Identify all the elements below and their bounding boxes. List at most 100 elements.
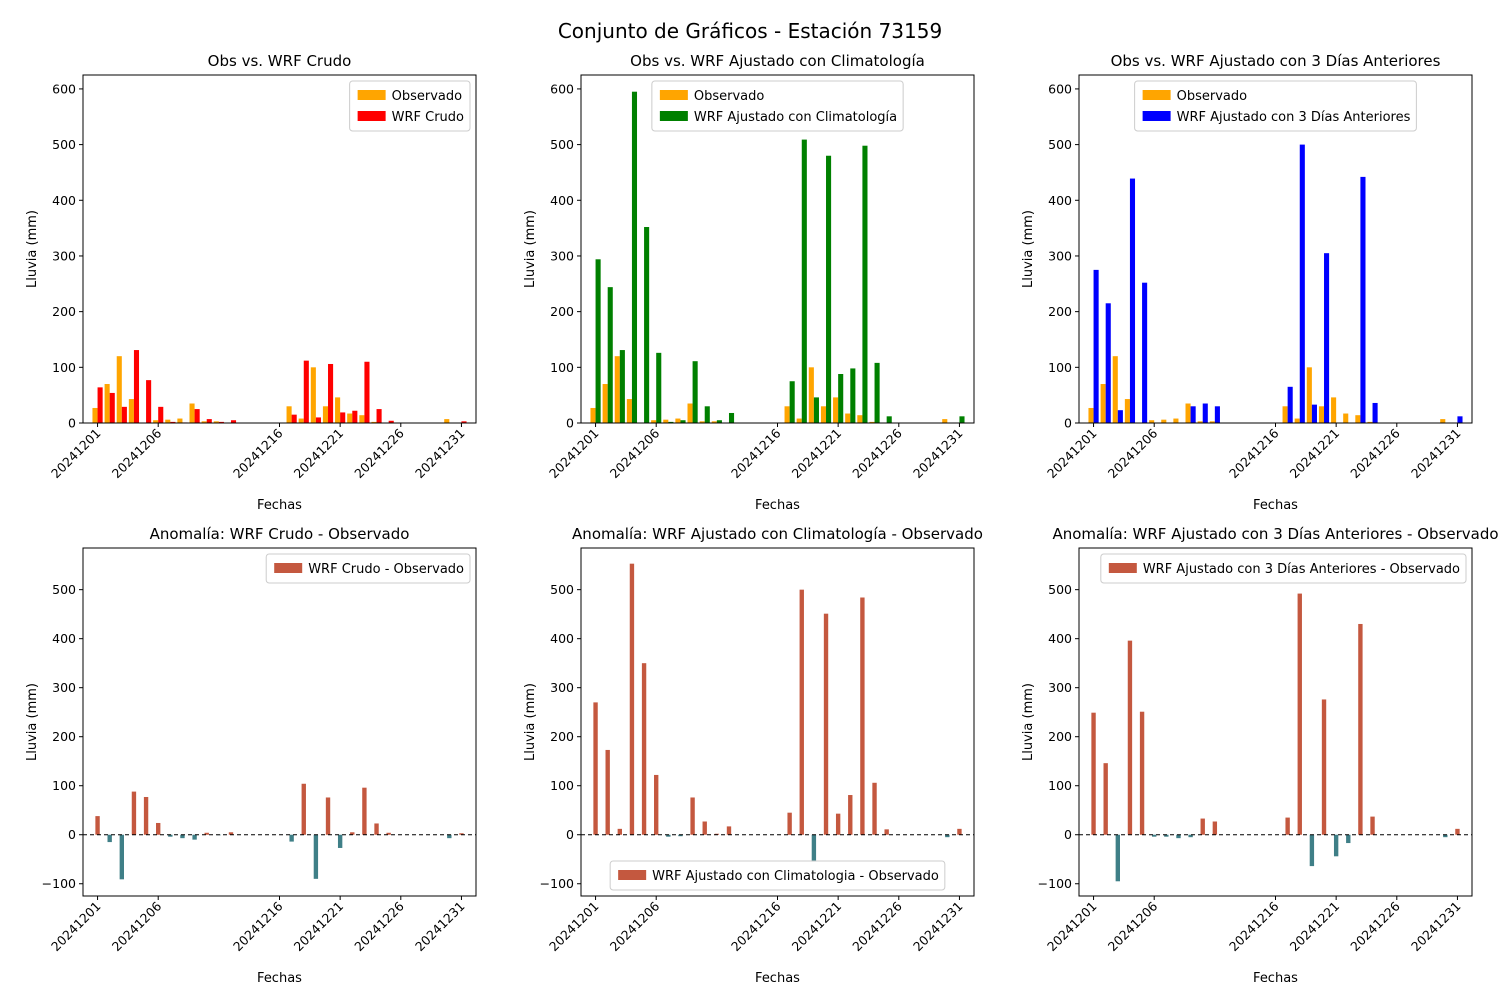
bar-observado-11 [1209, 421, 1215, 423]
bar-anom_pos-30 [1443, 834, 1448, 838]
bar-observado-6 [1149, 420, 1155, 423]
legend-label: WRF Ajustado con Climatologia - Observad… [652, 869, 939, 884]
x-tick-label: 20241231 [910, 899, 966, 955]
bar-anom_pos-4 [629, 563, 635, 835]
bar-crudo-25 [388, 420, 394, 423]
x-tick-label: 20241206 [109, 898, 165, 954]
y-tick-label: 100 [52, 360, 76, 375]
bar-crudo-1 [97, 387, 103, 423]
bar-clim-10 [704, 406, 710, 423]
x-tick-label: 20241206 [607, 425, 663, 481]
bar-tres-18 [1299, 144, 1305, 423]
legend: WRF Ajustado con Climatologia - Observad… [609, 860, 946, 891]
bar-observado-19 [808, 367, 814, 423]
bar-clim-23 [862, 145, 868, 423]
y-tick-label: 300 [52, 248, 76, 263]
x-tick-label: 20241221 [1287, 426, 1343, 482]
y-tick-label: −100 [1038, 876, 1072, 891]
x-tick-label: 20241201 [1044, 899, 1100, 955]
bar-tres-17 [1287, 386, 1293, 423]
bar-observado-24 [1367, 421, 1373, 423]
bar-anom_pos-4 [131, 791, 137, 835]
bar-anom_pos-12 [228, 832, 234, 835]
x-tick-label: 20241231 [412, 899, 468, 955]
bar-crudo-5 [146, 380, 152, 423]
chart-panel-2: Obs vs. WRF Ajustado con Climatología 0 10… [523, 52, 975, 513]
bar-anom_pos-9 [1188, 834, 1193, 838]
bar-observado-7 [1161, 419, 1167, 423]
bar-observado-19 [1306, 367, 1312, 423]
x-tick-label: 20241221 [291, 899, 347, 955]
bar-observado-8 [177, 418, 183, 423]
y-tick-label: 100 [550, 778, 574, 793]
x-tick-label: 20241226 [1347, 898, 1403, 954]
chart-panel-1: Obs vs. WRF Crudo 0 100 200 300 400 500 600 2024… [25, 52, 477, 513]
legend: Observado WRF Ajustado con Climatología [651, 80, 904, 132]
chart-title: Anomalía: WRF Crudo - Observado [150, 525, 410, 543]
bar-anom_pos-24 [872, 782, 877, 835]
y-tick-label: 0 [1064, 827, 1072, 842]
bar-tres-11 [1214, 406, 1220, 423]
y-tick-label: 500 [1048, 137, 1072, 152]
bar-anom_pos-17 [787, 812, 792, 835]
legend-swatch [659, 111, 688, 121]
x-tick-label: 20241201 [48, 899, 104, 955]
x-tick-label: 20241221 [789, 899, 845, 955]
bar-anom_pos-7 [666, 834, 671, 837]
bar-tres-20 [1324, 253, 1330, 423]
legend-label: WRF Ajustado con 3 Días Anteriores - Obs… [1143, 562, 1460, 577]
bar-anom_pos-20 [823, 613, 829, 835]
x-tick-label: 20241216 [230, 898, 286, 954]
y-tick-label: 0 [1064, 416, 1072, 431]
bar-tres-4 [1129, 178, 1136, 423]
bar-observado-11 [711, 421, 717, 423]
bar-observado-17 [784, 406, 790, 423]
legend-box [1100, 553, 1467, 584]
x-tick-label: 20241206 [109, 425, 165, 481]
x-tick-label: 20241206 [607, 898, 663, 954]
bar-observado-21 [833, 397, 839, 423]
bar-anom_pos-2 [1103, 763, 1108, 835]
chart-panel-6: Anomalía: WRF Ajustado con 3 Días Anteri… [1021, 525, 1499, 986]
bar-anom_pos-6 [654, 774, 659, 835]
y-tick-label: 100 [52, 778, 76, 793]
bar-anom_pos-1 [1091, 712, 1096, 835]
legend-swatch [1142, 111, 1171, 121]
x-tick-label: 20241221 [291, 426, 347, 482]
legend-swatch [357, 111, 386, 121]
bar-observado-22 [845, 413, 851, 423]
x-tick-label: 20241216 [728, 898, 784, 954]
bar-observado-24 [371, 421, 377, 423]
x-tick-label: 20241231 [910, 426, 966, 482]
x-tick-label: 20241221 [1287, 899, 1343, 955]
y-tick-label: 500 [550, 582, 574, 597]
bar-anom_pos-3 [617, 828, 622, 835]
bar-observado-3 [614, 356, 620, 423]
bar-anom_pos-21 [337, 834, 343, 848]
bar-clim-3 [619, 350, 625, 423]
bar-observado-1 [92, 407, 98, 423]
x-axis-label: Fechas [755, 498, 800, 513]
bar-anom_pos-30 [447, 834, 452, 839]
bar-clim-11 [716, 420, 722, 423]
bar-anom_pos-9 [690, 797, 695, 835]
bar-anom_pos-20 [1321, 699, 1327, 835]
x-tick-label: 20241201 [546, 426, 602, 482]
chart-title: Obs vs. WRF Crudo [208, 52, 352, 70]
bar-observado-30 [942, 419, 948, 423]
y-tick-label: 200 [550, 304, 574, 319]
y-tick-label: 200 [52, 304, 76, 319]
bar-observado-30 [1440, 419, 1446, 423]
bar-anom_pos-31 [459, 833, 464, 835]
bar-observado-2 [602, 384, 608, 423]
chart-panel-4: Anomalía: WRF Crudo - Observado −100 0 100 2… [25, 525, 477, 986]
bar-tres-3 [1117, 410, 1123, 423]
x-tick-label: 20241226 [351, 898, 407, 954]
bar-anom_pos-12 [726, 826, 732, 835]
y-axis-label: Lluvia (mm) [25, 683, 40, 761]
bar-observado-20 [1318, 406, 1325, 423]
bar-anom_pos-17 [289, 834, 294, 842]
legend-label: WRF Ajustado con 3 Días Anteriores [1177, 110, 1411, 125]
bar-anom_pos-21 [835, 813, 841, 835]
legend-box [1134, 80, 1417, 132]
